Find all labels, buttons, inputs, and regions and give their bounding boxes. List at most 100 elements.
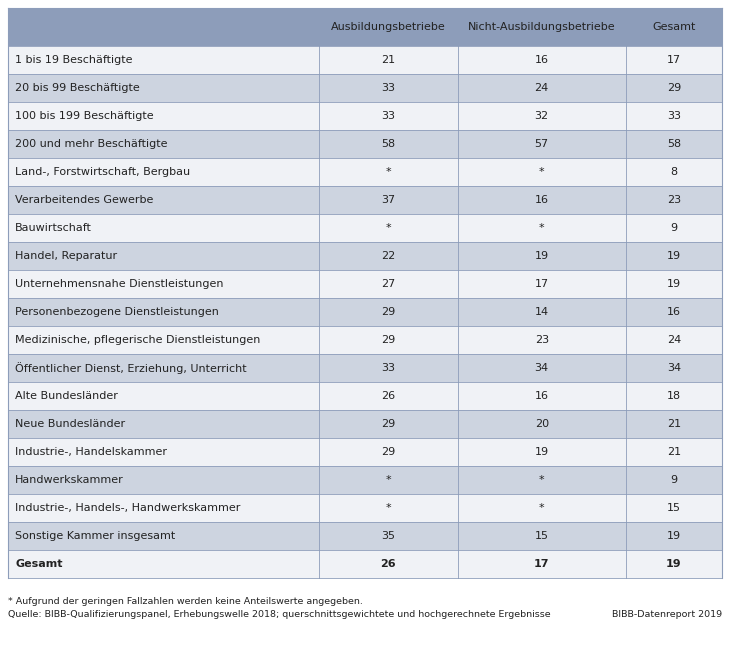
Text: 21: 21 xyxy=(666,419,681,429)
Bar xyxy=(8,186,318,214)
Bar xyxy=(458,46,626,74)
Bar xyxy=(458,494,626,522)
Text: *: * xyxy=(539,475,545,485)
Bar xyxy=(318,466,458,494)
Text: *: * xyxy=(539,223,545,233)
Bar xyxy=(458,74,626,102)
Text: 19: 19 xyxy=(666,251,681,261)
Text: Alte Bundesländer: Alte Bundesländer xyxy=(15,391,118,401)
Bar xyxy=(626,410,722,438)
Bar xyxy=(626,382,722,410)
Text: BIBB-Datenreport 2019: BIBB-Datenreport 2019 xyxy=(612,610,722,619)
Bar xyxy=(626,102,722,130)
Bar xyxy=(8,326,318,354)
Bar xyxy=(626,186,722,214)
Bar xyxy=(8,74,318,102)
Bar xyxy=(8,466,318,494)
Bar xyxy=(8,158,318,186)
Text: 8: 8 xyxy=(670,167,677,177)
Bar xyxy=(8,382,318,410)
Text: Land-, Forstwirtschaft, Bergbau: Land-, Forstwirtschaft, Bergbau xyxy=(15,167,190,177)
Text: 22: 22 xyxy=(381,251,396,261)
Bar xyxy=(458,382,626,410)
Text: 23: 23 xyxy=(666,195,681,205)
Bar xyxy=(318,270,458,298)
Text: Ausbildungsbetriebe: Ausbildungsbetriebe xyxy=(331,22,445,32)
Text: 58: 58 xyxy=(381,139,395,149)
Bar xyxy=(458,298,626,326)
Bar xyxy=(626,438,722,466)
Bar xyxy=(8,130,318,158)
Text: 29: 29 xyxy=(381,447,396,457)
Text: *: * xyxy=(385,223,391,233)
Bar xyxy=(318,186,458,214)
Bar xyxy=(626,466,722,494)
Text: 19: 19 xyxy=(666,559,682,569)
Bar xyxy=(8,494,318,522)
Text: 17: 17 xyxy=(534,559,550,569)
Text: Öffentlicher Dienst, Erziehung, Unterricht: Öffentlicher Dienst, Erziehung, Unterric… xyxy=(15,362,247,374)
Text: Gesamt: Gesamt xyxy=(15,559,63,569)
Bar xyxy=(318,74,458,102)
Text: 29: 29 xyxy=(381,335,396,345)
Text: 1 bis 19 Beschäftigte: 1 bis 19 Beschäftigte xyxy=(15,55,133,65)
Text: 33: 33 xyxy=(666,111,681,121)
Text: 33: 33 xyxy=(381,363,395,373)
Text: 9: 9 xyxy=(670,475,677,485)
Bar xyxy=(318,550,458,578)
Bar xyxy=(458,326,626,354)
Text: 24: 24 xyxy=(666,335,681,345)
Bar xyxy=(626,298,722,326)
Text: 100 bis 199 Beschäftigte: 100 bis 199 Beschäftigte xyxy=(15,111,153,121)
Bar xyxy=(318,158,458,186)
Bar xyxy=(318,354,458,382)
Bar xyxy=(458,102,626,130)
Bar xyxy=(318,242,458,270)
Text: 26: 26 xyxy=(381,391,395,401)
Bar xyxy=(8,298,318,326)
Text: Gesamt: Gesamt xyxy=(652,22,696,32)
Text: 29: 29 xyxy=(381,307,396,317)
Text: 23: 23 xyxy=(534,335,549,345)
Bar xyxy=(626,214,722,242)
Text: 16: 16 xyxy=(534,391,549,401)
Text: Handel, Reparatur: Handel, Reparatur xyxy=(15,251,117,261)
Text: 200 und mehr Beschäftigte: 200 und mehr Beschäftigte xyxy=(15,139,167,149)
Bar xyxy=(458,214,626,242)
Bar xyxy=(458,242,626,270)
Bar xyxy=(8,46,318,74)
Bar xyxy=(458,410,626,438)
Bar xyxy=(626,494,722,522)
Text: 21: 21 xyxy=(666,447,681,457)
Text: *: * xyxy=(385,475,391,485)
Text: 37: 37 xyxy=(381,195,395,205)
Bar xyxy=(318,130,458,158)
Text: Personenbezogene Dienstleistungen: Personenbezogene Dienstleistungen xyxy=(15,307,219,317)
Bar xyxy=(318,46,458,74)
Text: *: * xyxy=(385,503,391,513)
Bar xyxy=(318,326,458,354)
Bar xyxy=(318,522,458,550)
Bar xyxy=(8,242,318,270)
Bar xyxy=(626,326,722,354)
Bar xyxy=(318,438,458,466)
Text: *: * xyxy=(385,167,391,177)
Text: 19: 19 xyxy=(534,251,549,261)
Text: 14: 14 xyxy=(534,307,549,317)
Text: 19: 19 xyxy=(666,531,681,541)
Text: 26: 26 xyxy=(380,559,396,569)
Text: 16: 16 xyxy=(666,307,681,317)
Bar xyxy=(8,410,318,438)
Text: 33: 33 xyxy=(381,111,395,121)
Bar xyxy=(458,354,626,382)
Text: Industrie-, Handels-, Handwerkskammer: Industrie-, Handels-, Handwerkskammer xyxy=(15,503,240,513)
Text: Bauwirtschaft: Bauwirtschaft xyxy=(15,223,92,233)
Bar xyxy=(458,550,626,578)
Text: 9: 9 xyxy=(670,223,677,233)
Bar xyxy=(8,438,318,466)
Bar xyxy=(458,438,626,466)
Bar xyxy=(458,270,626,298)
Text: Neue Bundesländer: Neue Bundesländer xyxy=(15,419,125,429)
Text: 21: 21 xyxy=(381,55,395,65)
Text: * Aufgrund der geringen Fallzahlen werden keine Anteilswerte angegeben.: * Aufgrund der geringen Fallzahlen werde… xyxy=(8,597,363,606)
